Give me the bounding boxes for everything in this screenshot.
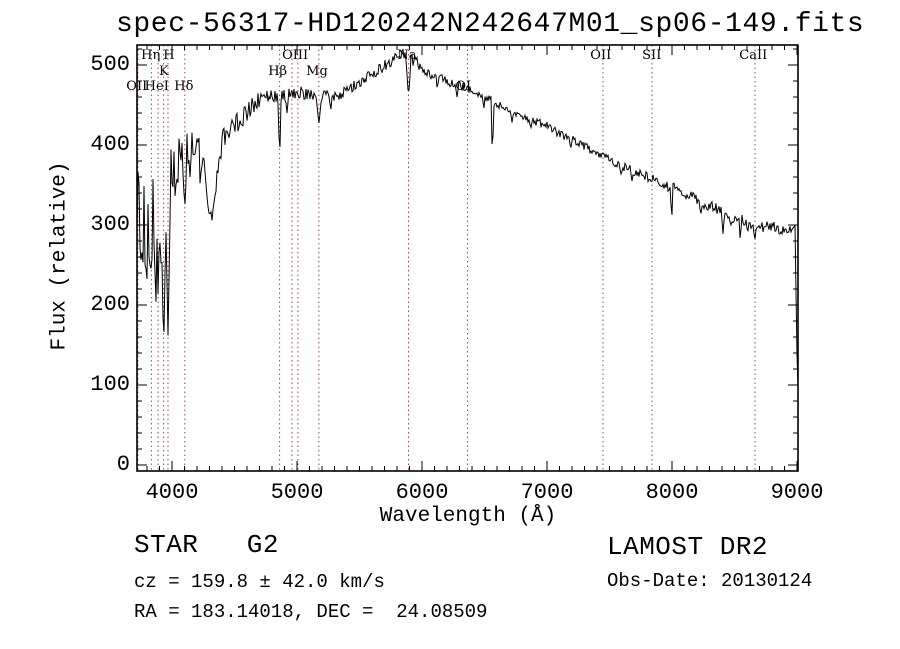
x-tick-label: 5000 <box>270 480 324 505</box>
spectral-line-label: H <box>163 48 175 63</box>
x-tick-label: 8000 <box>645 480 699 505</box>
spectral-line-label: Mg <box>306 64 328 79</box>
spectral-line-label: SII <box>642 48 662 63</box>
y-tick-label: 500 <box>90 52 130 77</box>
x-tick-label: 6000 <box>395 480 449 505</box>
spectrum-trace <box>136 48 799 387</box>
ra-dec-text: RA = 183.14018, DEC = 24.08509 <box>134 601 488 623</box>
survey-release-label: LAMOST DR2 <box>607 532 769 562</box>
spectral-line-label: CaII <box>739 48 768 63</box>
x-tick-label: 4000 <box>145 480 199 505</box>
page-title: spec-56317-HD120242N242647M01_sp06-149.f… <box>116 9 865 40</box>
x-tick-label: 9000 <box>770 480 824 505</box>
y-tick-label: 200 <box>90 292 130 317</box>
spectral-line-label: Hβ <box>268 64 288 79</box>
spectral-line-label: OII <box>590 48 612 63</box>
y-tick-label: 100 <box>90 372 130 397</box>
spectral-line-label: HeI <box>144 79 169 94</box>
spectral-line-label: OII <box>126 79 148 94</box>
plot-frame <box>136 44 799 472</box>
x-axis-label: Wavelength (Å) <box>379 505 557 528</box>
x-tick-label: 7000 <box>520 480 574 505</box>
spectral-line-label: K <box>159 64 169 79</box>
y-tick-label: 0 <box>116 452 130 477</box>
spectral-line-label: Na <box>397 48 417 63</box>
y-tick-label: 400 <box>90 132 130 157</box>
obs-date-text: Obs-Date: 20130124 <box>607 570 813 592</box>
spectral-line-label: Hδ <box>174 79 194 94</box>
spectral-line-label: Hη <box>141 48 161 63</box>
spectral-line-label: OI <box>455 79 472 94</box>
spectral-line-label: OIII <box>282 48 309 63</box>
cz-velocity-text: cz = 159.8 ± 42.0 km/s <box>134 571 385 593</box>
y-axis-label: Flux (relative) <box>48 161 72 351</box>
y-tick-label: 300 <box>90 212 130 237</box>
object-class-label: STAR G2 <box>134 530 279 560</box>
